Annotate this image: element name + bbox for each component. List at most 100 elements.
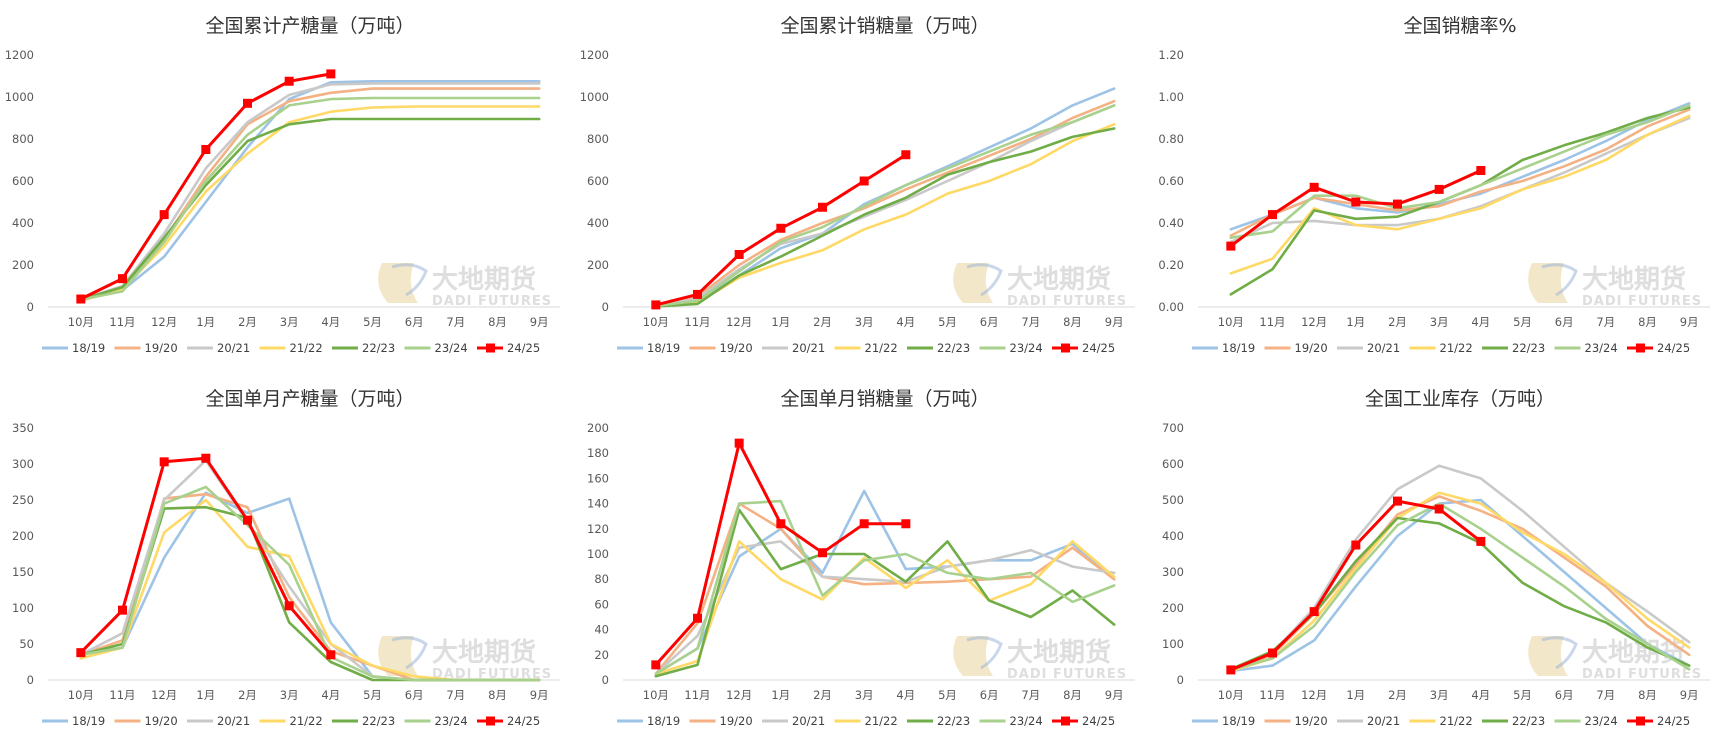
y-tick-label: 200: [587, 421, 609, 435]
x-tick-label: 1月: [1346, 315, 1365, 329]
series-line-18-19: [1229, 498, 1691, 673]
x-tick-label: 9月: [1680, 688, 1699, 702]
series-point-24-25: [284, 601, 294, 611]
legend-label: 22/23: [1512, 714, 1545, 728]
y-tick-label: 1200: [580, 48, 609, 62]
legend-label: 20/21: [217, 341, 250, 355]
y-tick-label: 1000: [580, 90, 609, 104]
legend-label: 24/25: [1082, 341, 1115, 355]
x-tick-label: 5月: [363, 315, 382, 329]
x-tick-label: 8月: [1063, 688, 1082, 702]
legend: 18/19 19/20 20/21 21/22 22/23 23/24 24/25: [1192, 714, 1690, 728]
series-point-24-25: [243, 515, 252, 525]
watermark-en: DADI FUTURES: [1007, 294, 1127, 309]
x-tick-label: 9月: [1105, 688, 1124, 702]
x-tick-label: 10月: [68, 315, 94, 329]
legend-label: 18/19: [1222, 341, 1255, 355]
legend-label: 19/20: [1295, 341, 1328, 355]
x-tick-label: 7月: [1021, 315, 1040, 329]
watermark-logo-icon: [378, 263, 418, 303]
x-tick-label: 5月: [938, 315, 957, 329]
series-point-24-25: [1476, 166, 1486, 175]
series-point-24-25: [693, 613, 702, 623]
series-point-24-25: [901, 150, 911, 160]
x-tick-label: 8月: [488, 315, 507, 329]
x-tick-label: 2月: [238, 688, 257, 702]
series-point-24-25: [76, 294, 86, 304]
x-tick-label: 8月: [1063, 315, 1082, 329]
y-tick-label: 0.20: [1158, 258, 1184, 272]
series-point-24-25: [1351, 540, 1361, 550]
x-tick-label: 4月: [1471, 688, 1490, 702]
series-line-20-21: [654, 104, 1116, 308]
legend-label: 24/25: [1657, 714, 1690, 728]
chart-title: 全国累计销糖量（万吨）: [780, 15, 989, 37]
legend-label: 23/24: [1585, 341, 1618, 355]
legend-label: 22/23: [937, 714, 970, 728]
legend: 18/19 19/20 20/21 21/22 22/23 23/24 24/25: [42, 341, 540, 355]
x-tick-label: 3月: [1430, 688, 1449, 702]
legend-label: 22/23: [362, 714, 395, 728]
series-line-20-21: [79, 82, 541, 301]
x-tick-label: 4月: [321, 315, 340, 329]
x-tick-label: 3月: [1430, 315, 1449, 329]
y-tick-label: 1.00: [1158, 90, 1184, 104]
series-point-24-25: [76, 648, 86, 658]
series-line-18-19: [654, 489, 1116, 676]
legend-label: 20/21: [217, 714, 250, 728]
x-tick-label: 7月: [1596, 315, 1615, 329]
y-tick-label: 500: [1162, 493, 1184, 507]
x-tick-label: 3月: [855, 688, 874, 702]
y-tick-label: 400: [587, 216, 609, 230]
y-tick-label: 200: [587, 258, 609, 272]
x-tick-label: 12月: [726, 315, 752, 329]
x-tick-label: 11月: [684, 688, 710, 702]
legend-label: 23/24: [435, 714, 468, 728]
legend-label: 21/22: [1440, 714, 1473, 728]
y-tick-label: 1.20: [1158, 48, 1184, 62]
legend-label: 24/25: [507, 714, 540, 728]
legend-label: 23/24: [1585, 714, 1618, 728]
x-tick-label: 2月: [1388, 315, 1407, 329]
x-tick-label: 11月: [684, 315, 710, 329]
watermark-cn: 大地期货: [1582, 264, 1686, 295]
chart-title: 全国销糖率%: [1403, 15, 1516, 37]
x-tick-label: 6月: [405, 688, 424, 702]
x-tick-label: 1月: [1346, 688, 1365, 702]
legend-label: 22/23: [362, 341, 395, 355]
series-point-24-25: [859, 176, 869, 186]
x-tick-label: 6月: [405, 315, 424, 329]
y-tick-label: 1000: [5, 90, 34, 104]
series-point-24-25: [1393, 496, 1402, 506]
series-point-24-25: [1268, 648, 1277, 658]
series-point-24-25: [651, 660, 661, 670]
legend-label: 22/23: [937, 341, 970, 355]
legend-label: 24/25: [1082, 714, 1115, 728]
legend: 18/19 19/20 20/21 21/22 22/23 23/24 24/25: [1192, 341, 1690, 355]
y-tick-label: 0: [602, 673, 609, 687]
series-line-22-23: [654, 508, 1116, 678]
y-tick-label: 0: [27, 300, 34, 314]
x-tick-label: 3月: [280, 315, 299, 329]
legend-label: 19/20: [145, 341, 178, 355]
x-tick-label: 7月: [1021, 688, 1040, 702]
series-point-24-25: [651, 300, 661, 310]
series-point-24-25: [1351, 197, 1361, 207]
x-tick-label: 5月: [363, 688, 382, 702]
watermark-cn: 大地期货: [432, 637, 536, 668]
series-line-22-23: [79, 117, 541, 301]
legend-label: 20/21: [792, 714, 825, 728]
series-point-24-25: [118, 274, 127, 284]
watermark-logo-icon: [953, 263, 993, 303]
series-point-24-25: [776, 519, 786, 529]
legend-label: 21/22: [865, 341, 898, 355]
y-tick-label: 80: [594, 572, 609, 586]
x-tick-label: 4月: [321, 688, 340, 702]
legend-label: 19/20: [720, 714, 753, 728]
x-tick-label: 6月: [980, 315, 999, 329]
series-point-24-25: [734, 250, 744, 259]
y-tick-label: 250: [12, 493, 34, 507]
series-point-24-25: [201, 145, 211, 154]
series-point-24-25: [734, 438, 744, 448]
x-tick-label: 2月: [1388, 688, 1407, 702]
